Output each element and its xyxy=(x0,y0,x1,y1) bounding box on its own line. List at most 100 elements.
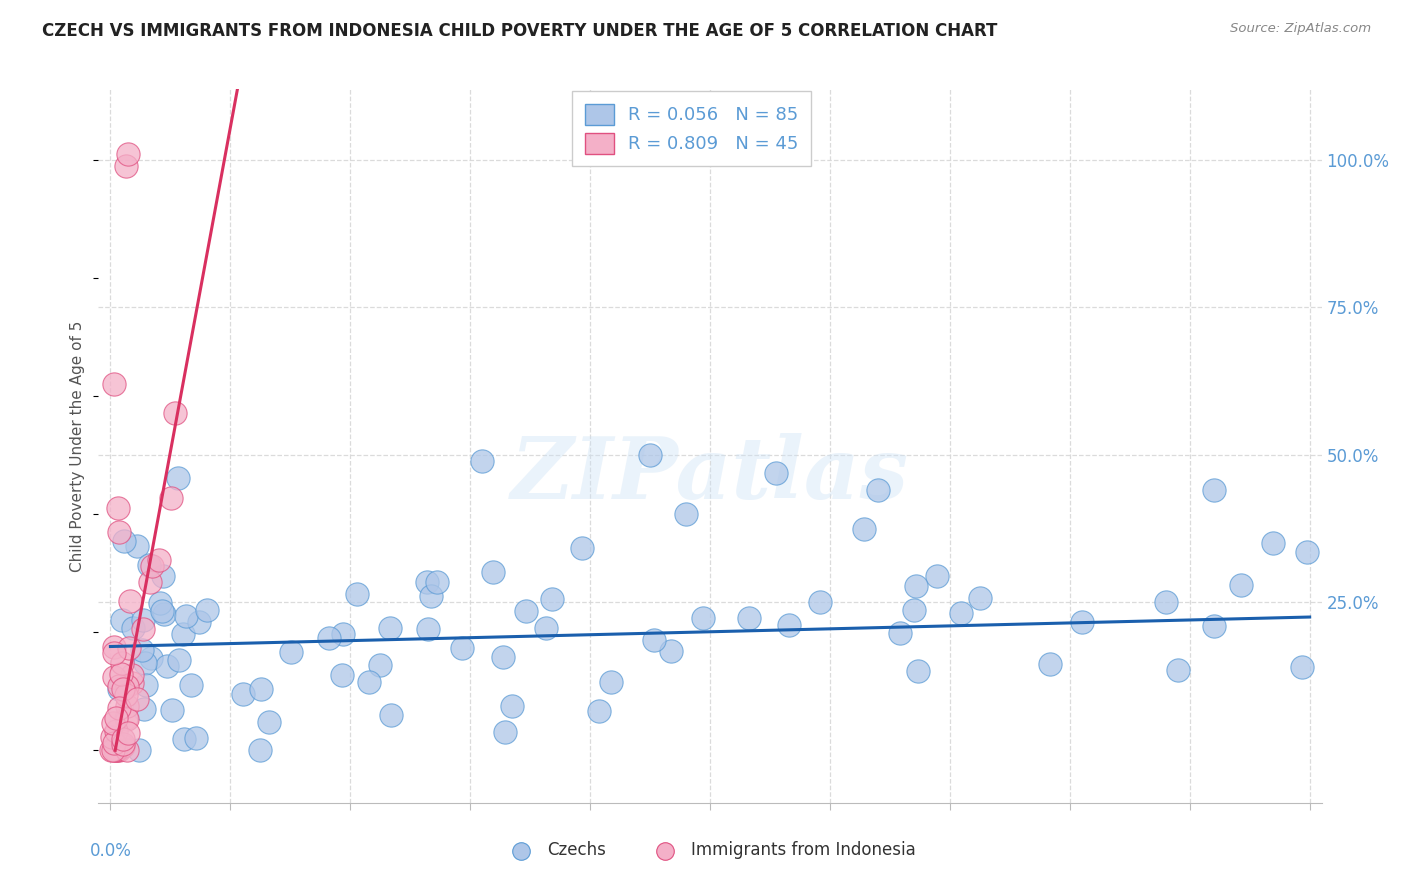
Point xyxy=(139,574,162,589)
Point xyxy=(1296,545,1319,559)
Point xyxy=(118,594,141,608)
Point xyxy=(132,702,155,716)
Point xyxy=(536,621,558,635)
Point xyxy=(765,466,787,480)
Point xyxy=(195,603,218,617)
Point xyxy=(131,613,153,627)
Point xyxy=(117,147,139,161)
Point xyxy=(600,674,623,689)
Point xyxy=(141,559,163,574)
Point xyxy=(853,521,876,535)
Point xyxy=(121,676,143,690)
Point xyxy=(111,656,134,670)
Text: ZIPatlas: ZIPatlas xyxy=(510,433,910,516)
Point xyxy=(173,732,195,747)
Point xyxy=(588,704,610,718)
Point xyxy=(1154,595,1177,609)
Point xyxy=(1261,536,1284,550)
Point xyxy=(125,692,148,706)
Point xyxy=(160,703,183,717)
Point xyxy=(1291,660,1313,674)
Point xyxy=(692,611,714,625)
Point xyxy=(104,742,127,756)
Point xyxy=(112,534,135,549)
Point xyxy=(103,640,125,655)
Point xyxy=(152,569,174,583)
Point xyxy=(138,558,160,573)
Point xyxy=(103,670,125,684)
Point xyxy=(115,698,138,713)
Point xyxy=(1204,618,1226,632)
Point xyxy=(249,742,271,756)
Point xyxy=(416,575,439,590)
Point xyxy=(659,644,682,658)
Point xyxy=(903,603,925,617)
Point xyxy=(280,645,302,659)
Point xyxy=(368,658,391,673)
Point xyxy=(1167,663,1189,677)
Point xyxy=(111,737,134,751)
Point xyxy=(420,590,443,604)
Point xyxy=(330,667,353,681)
Point xyxy=(515,604,537,618)
Point xyxy=(187,615,209,629)
Point xyxy=(808,595,831,609)
Point xyxy=(131,642,153,657)
Point xyxy=(249,682,271,697)
Point xyxy=(492,650,515,665)
Point xyxy=(481,565,503,579)
Point xyxy=(1202,483,1225,498)
Point xyxy=(105,723,128,738)
Text: CZECH VS IMMIGRANTS FROM INDONESIA CHILD POVERTY UNDER THE AGE OF 5 CORRELATION : CZECH VS IMMIGRANTS FROM INDONESIA CHILD… xyxy=(42,22,997,40)
Point xyxy=(889,626,911,640)
Point xyxy=(118,640,141,655)
Point xyxy=(380,707,402,722)
Point xyxy=(115,679,138,693)
Point xyxy=(779,617,801,632)
Point xyxy=(866,483,889,498)
Point xyxy=(111,682,134,697)
Text: 0.0%: 0.0% xyxy=(90,842,131,860)
Point xyxy=(115,159,138,173)
Point xyxy=(232,687,254,701)
Point xyxy=(110,666,132,681)
Point xyxy=(359,675,381,690)
Point xyxy=(115,712,138,726)
Point xyxy=(501,698,523,713)
Point xyxy=(117,725,139,739)
Point xyxy=(494,725,516,739)
Point xyxy=(108,701,131,715)
Point xyxy=(101,716,124,731)
Point xyxy=(925,569,948,583)
Point xyxy=(105,742,128,756)
Point xyxy=(111,739,134,754)
Point xyxy=(115,711,138,725)
Y-axis label: Child Poverty Under the Age of 5: Child Poverty Under the Age of 5 xyxy=(70,320,86,572)
Point xyxy=(675,507,697,521)
Point xyxy=(115,689,138,703)
Point xyxy=(103,646,125,660)
Point xyxy=(541,592,564,607)
Point xyxy=(139,650,162,665)
Point xyxy=(108,524,131,539)
Point xyxy=(108,679,131,693)
Point xyxy=(127,539,149,553)
Point xyxy=(101,730,124,744)
Text: Source: ZipAtlas.com: Source: ZipAtlas.com xyxy=(1230,22,1371,36)
Point xyxy=(638,448,661,462)
Point xyxy=(471,454,494,468)
Point xyxy=(1038,657,1060,672)
Point xyxy=(134,656,156,670)
Point xyxy=(112,731,135,746)
Point xyxy=(416,622,439,636)
Point xyxy=(318,631,340,645)
Point xyxy=(150,604,173,618)
Point xyxy=(571,541,593,555)
Legend: Czechs, Immigrants from Indonesia: Czechs, Immigrants from Indonesia xyxy=(498,835,922,866)
Point xyxy=(184,731,207,745)
Point xyxy=(165,406,187,420)
Point xyxy=(132,622,155,636)
Point xyxy=(160,491,183,505)
Point xyxy=(156,658,179,673)
Point xyxy=(257,715,280,730)
